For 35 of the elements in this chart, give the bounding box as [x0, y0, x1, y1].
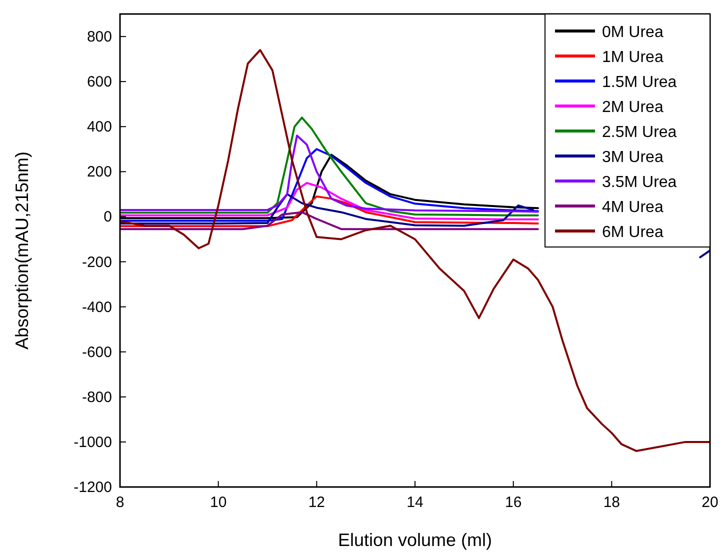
- line-series: [120, 195, 539, 228]
- y-axis-title: Absorption(mAU,215nm): [12, 151, 32, 350]
- legend-label: 6M Urea: [602, 224, 664, 241]
- x-tick-label: 16: [504, 494, 522, 511]
- x-tick-label: 20: [702, 494, 718, 511]
- line-series: [120, 211, 539, 230]
- y-tick-label: -1000: [74, 434, 112, 451]
- x-tick-label: 10: [210, 494, 227, 511]
- y-tick-label: 200: [86, 164, 112, 181]
- y-tick-label: 0: [104, 208, 112, 226]
- legend-label: 2M Urea: [602, 99, 664, 116]
- legend-label: 4M Urea: [602, 199, 664, 216]
- legend-label: 1M Urea: [602, 49, 664, 66]
- x-tick-label: 18: [603, 494, 620, 511]
- x-tick-label: 14: [406, 494, 424, 511]
- legend-label: 3M Urea: [602, 149, 664, 166]
- y-tick-label: -1200: [74, 479, 112, 496]
- y-tick-label: -200: [82, 254, 112, 271]
- x-tick-label: 12: [308, 494, 326, 511]
- legend-label: 3.5M Urea: [602, 174, 677, 191]
- y-tick-label: -800: [82, 388, 112, 406]
- line-series: [120, 116, 539, 216]
- x-tick-label: 8: [116, 494, 124, 511]
- line-series: [120, 182, 539, 220]
- y-tick-label: 800: [86, 28, 112, 46]
- y-tick-label: -600: [82, 344, 112, 361]
- legend-label: 2.5M Urea: [602, 124, 677, 141]
- y-tick-label: 600: [86, 74, 112, 91]
- line-series: [120, 49, 710, 452]
- legend-label: 1.5M Urea: [602, 74, 677, 91]
- line-series: [120, 134, 539, 213]
- y-tick-label: 400: [86, 118, 112, 136]
- x-axis-title: Elution volume (ml): [338, 530, 492, 550]
- y-tick-label: -400: [82, 298, 112, 316]
- legend-label: 0M Urea: [602, 24, 664, 41]
